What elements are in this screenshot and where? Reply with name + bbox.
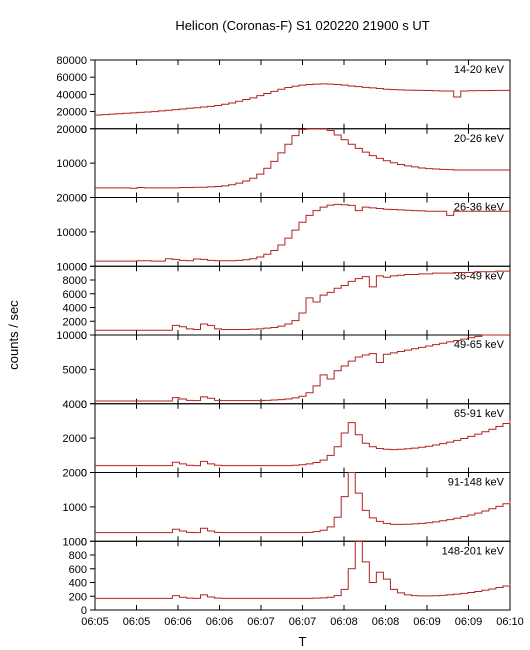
svg-text:4000: 4000 [63, 399, 87, 411]
svg-text:91-148 keV: 91-148 keV [448, 477, 505, 489]
svg-text:20-26 keV: 20-26 keV [454, 133, 505, 145]
svg-text:400: 400 [69, 578, 87, 590]
svg-text:06:07: 06:07 [289, 616, 317, 628]
svg-text:1000: 1000 [63, 536, 87, 548]
svg-text:10000: 10000 [56, 158, 87, 170]
svg-text:06:05: 06:05 [81, 616, 109, 628]
svg-text:counts / sec: counts / sec [6, 300, 21, 370]
svg-text:06:06: 06:06 [206, 616, 234, 628]
svg-text:Helicon (Coronas-F) S1 020220: Helicon (Coronas-F) S1 020220 21900 s UT [175, 18, 429, 33]
svg-text:06:05: 06:05 [123, 616, 151, 628]
svg-text:600: 600 [69, 564, 87, 576]
svg-text:06:09: 06:09 [413, 616, 441, 628]
svg-text:4000: 4000 [63, 303, 87, 315]
svg-text:10000: 10000 [56, 227, 87, 239]
svg-text:06:08: 06:08 [372, 616, 400, 628]
svg-text:800: 800 [69, 550, 87, 562]
svg-text:T: T [299, 634, 307, 649]
svg-text:65-91 keV: 65-91 keV [454, 408, 505, 420]
svg-text:200: 200 [69, 591, 87, 603]
svg-text:5000: 5000 [63, 364, 87, 376]
svg-text:2000: 2000 [63, 433, 87, 445]
svg-text:148-201 keV: 148-201 keV [442, 545, 505, 557]
svg-text:2000: 2000 [63, 468, 87, 480]
svg-text:20000: 20000 [56, 107, 87, 119]
svg-text:40000: 40000 [56, 89, 87, 101]
svg-text:6000: 6000 [63, 289, 87, 301]
svg-text:06:09: 06:09 [455, 616, 483, 628]
svg-text:60000: 60000 [56, 72, 87, 84]
svg-text:49-65 keV: 49-65 keV [454, 339, 505, 351]
svg-text:20000: 20000 [56, 124, 87, 136]
svg-text:20000: 20000 [56, 193, 87, 205]
svg-text:1000: 1000 [63, 502, 87, 514]
svg-text:10000: 10000 [56, 261, 87, 273]
svg-text:06:08: 06:08 [330, 616, 358, 628]
svg-text:06:07: 06:07 [247, 616, 275, 628]
svg-text:14-20 keV: 14-20 keV [454, 64, 505, 76]
svg-text:2000: 2000 [63, 316, 87, 328]
svg-text:06:10: 06:10 [496, 616, 524, 628]
svg-text:10000: 10000 [56, 330, 87, 342]
multipanel-chart: Helicon (Coronas-F) S1 020220 21900 s UT… [0, 0, 530, 650]
svg-text:06:06: 06:06 [164, 616, 192, 628]
svg-text:8000: 8000 [63, 275, 87, 287]
svg-text:80000: 80000 [56, 55, 87, 67]
chart-svg: Helicon (Coronas-F) S1 020220 21900 s UT… [0, 0, 530, 650]
